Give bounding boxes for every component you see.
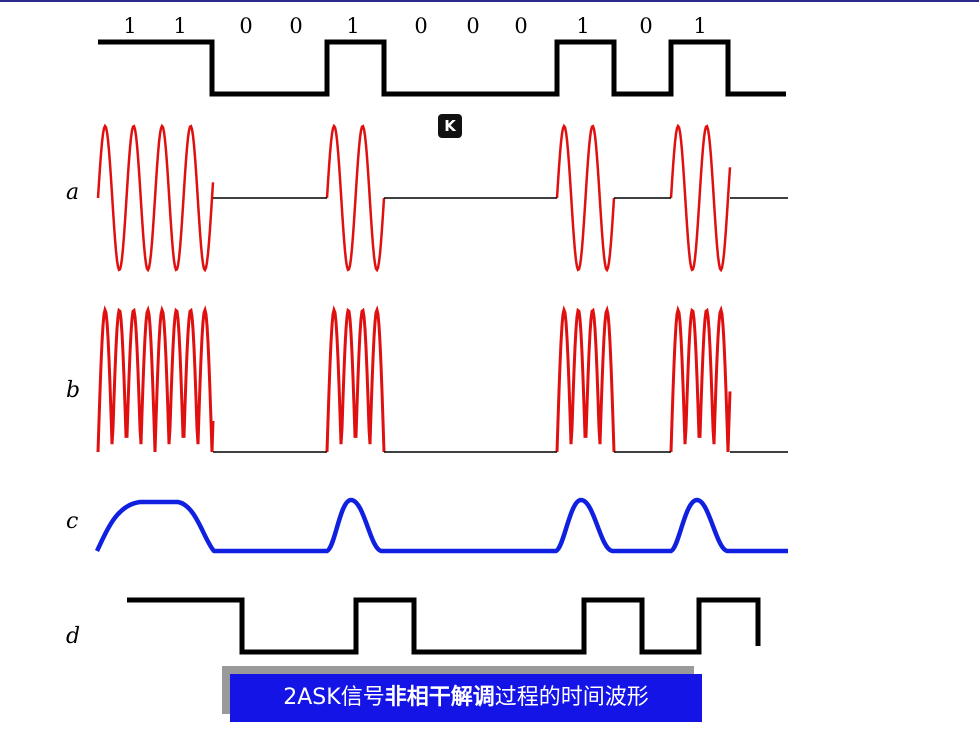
caption-prefix: 2ASK信号 — [283, 685, 385, 710]
k-logo-badge: K — [438, 114, 462, 138]
lowpass-envelope-waveform-c — [94, 497, 788, 554]
bit-label: 1 — [123, 14, 137, 38]
bit-label: 1 — [576, 14, 590, 38]
waveform-label-d: d — [66, 624, 81, 649]
caption-suffix: 过程的时间波形 — [494, 685, 649, 710]
bit-sequence: 1 1 0 0 1 0 0 0 1 0 1 — [0, 14, 979, 38]
bit-label: 1 — [693, 14, 707, 38]
waveform-label-b: b — [66, 378, 81, 403]
bit-label: 0 — [414, 14, 428, 38]
bit-label: 0 — [639, 14, 653, 38]
input-binary-waveform — [98, 39, 786, 97]
waveform-label-a: a — [66, 180, 80, 205]
bit-label: 0 — [514, 14, 528, 38]
rectified-waveform-b — [96, 305, 732, 453]
figure-caption: 2ASK信号非相干解调过程的时间波形 — [230, 674, 702, 722]
bandpass-filtered-waveform-a — [96, 123, 732, 273]
bit-label: 1 — [173, 14, 187, 38]
bit-label: 0 — [239, 14, 253, 38]
bit-label: 0 — [466, 14, 480, 38]
bit-label: 1 — [346, 14, 360, 38]
top-border-line — [0, 0, 979, 2]
decision-output-waveform-d — [127, 597, 761, 655]
bit-label: 0 — [289, 14, 303, 38]
waveform-label-c: c — [66, 509, 79, 534]
caption-emphasis: 非相干解调 — [384, 685, 495, 710]
